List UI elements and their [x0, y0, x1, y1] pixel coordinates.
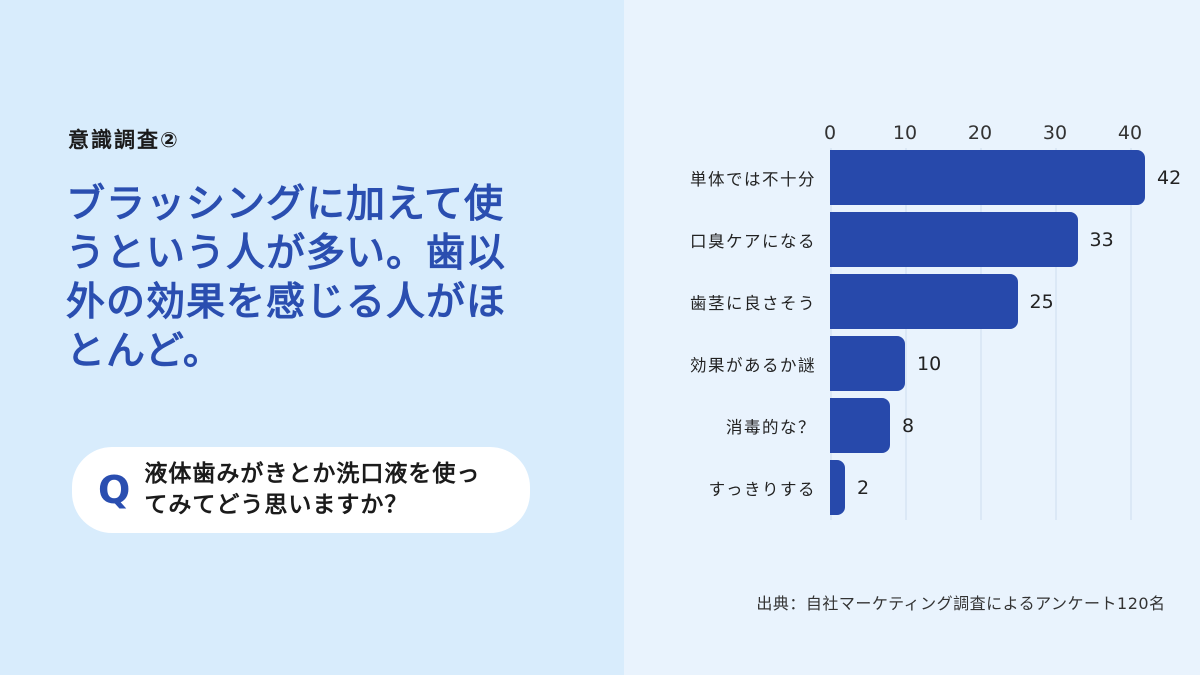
x-axis-tick: 0 [823, 122, 837, 144]
category-label: すっきりする [708, 479, 816, 499]
left-panel: 意識調査② ブラッシングに加えて使うという人が多い。歯以外の効果を感じる人がほと… [0, 0, 624, 675]
bar [830, 336, 905, 391]
survey-kicker: 意識調査② [68, 128, 180, 152]
q-label: Q [98, 468, 131, 512]
x-axis-tick: 20 [967, 122, 993, 144]
gridline-30 [1055, 148, 1057, 520]
question-text: 液体歯みがきとか洗口液を使ってみてどう思いますか？ [144, 461, 481, 518]
category-label: 歯茎に良さそう [690, 293, 816, 313]
bar-row: 効果があるか謎 10 [624, 336, 1200, 391]
bar [830, 398, 890, 453]
bar [830, 274, 1018, 329]
value-label: 10 [917, 352, 942, 375]
x-axis-tick: 10 [892, 122, 918, 144]
gridline-10 [905, 148, 907, 520]
category-label: 単体では不十分 [690, 169, 816, 189]
bar-chart: 0 10 20 30 40 単体では不十分 42 口臭ケアになる 33 歯茎に良さそう 25 効果があ… [624, 0, 1200, 675]
bar-row: 口臭ケアになる 33 [624, 212, 1200, 267]
category-label: 効果があるか謎 [690, 355, 816, 375]
x-axis-tick: 30 [1042, 122, 1068, 144]
value-label: 2 [857, 476, 870, 499]
bar [830, 460, 845, 515]
gridline-20 [980, 148, 982, 520]
bar-row: 単体では不十分 42 [624, 150, 1200, 205]
gridline-0 [830, 148, 832, 520]
bar-row: 歯茎に良さそう 25 [624, 274, 1200, 329]
bar-row: すっきりする 2 [624, 460, 1200, 515]
value-label: 25 [1029, 290, 1054, 313]
chart-panel: 0 10 20 30 40 単体では不十分 42 口臭ケアになる 33 歯茎に良さそう 25 効果があ… [624, 0, 1200, 675]
bar [830, 212, 1078, 267]
value-label: 33 [1089, 228, 1114, 251]
x-axis-tick: 40 [1117, 122, 1143, 144]
category-label: 口臭ケアになる [690, 231, 816, 251]
value-label: 42 [1157, 166, 1182, 189]
bar-row: 消毒的な？ 8 [624, 398, 1200, 453]
bar [830, 150, 1145, 205]
category-label: 消毒的な？ [726, 417, 816, 437]
gridline-40 [1130, 148, 1132, 520]
value-label: 8 [902, 414, 915, 437]
question-pill: Q 液体歯みがきとか洗口液を使ってみてどう思いますか？ [72, 447, 530, 533]
source-note: 出典：自社マーケティング調査によるアンケート120名 [756, 594, 1166, 613]
headline: ブラッシングに加えて使うという人が多い。歯以外の効果を感じる人がほとんど。 [66, 182, 507, 374]
